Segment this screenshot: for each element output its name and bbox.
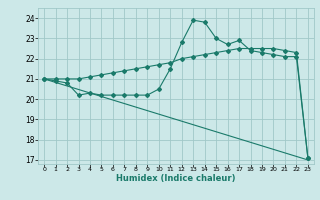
X-axis label: Humidex (Indice chaleur): Humidex (Indice chaleur) (116, 174, 236, 183)
